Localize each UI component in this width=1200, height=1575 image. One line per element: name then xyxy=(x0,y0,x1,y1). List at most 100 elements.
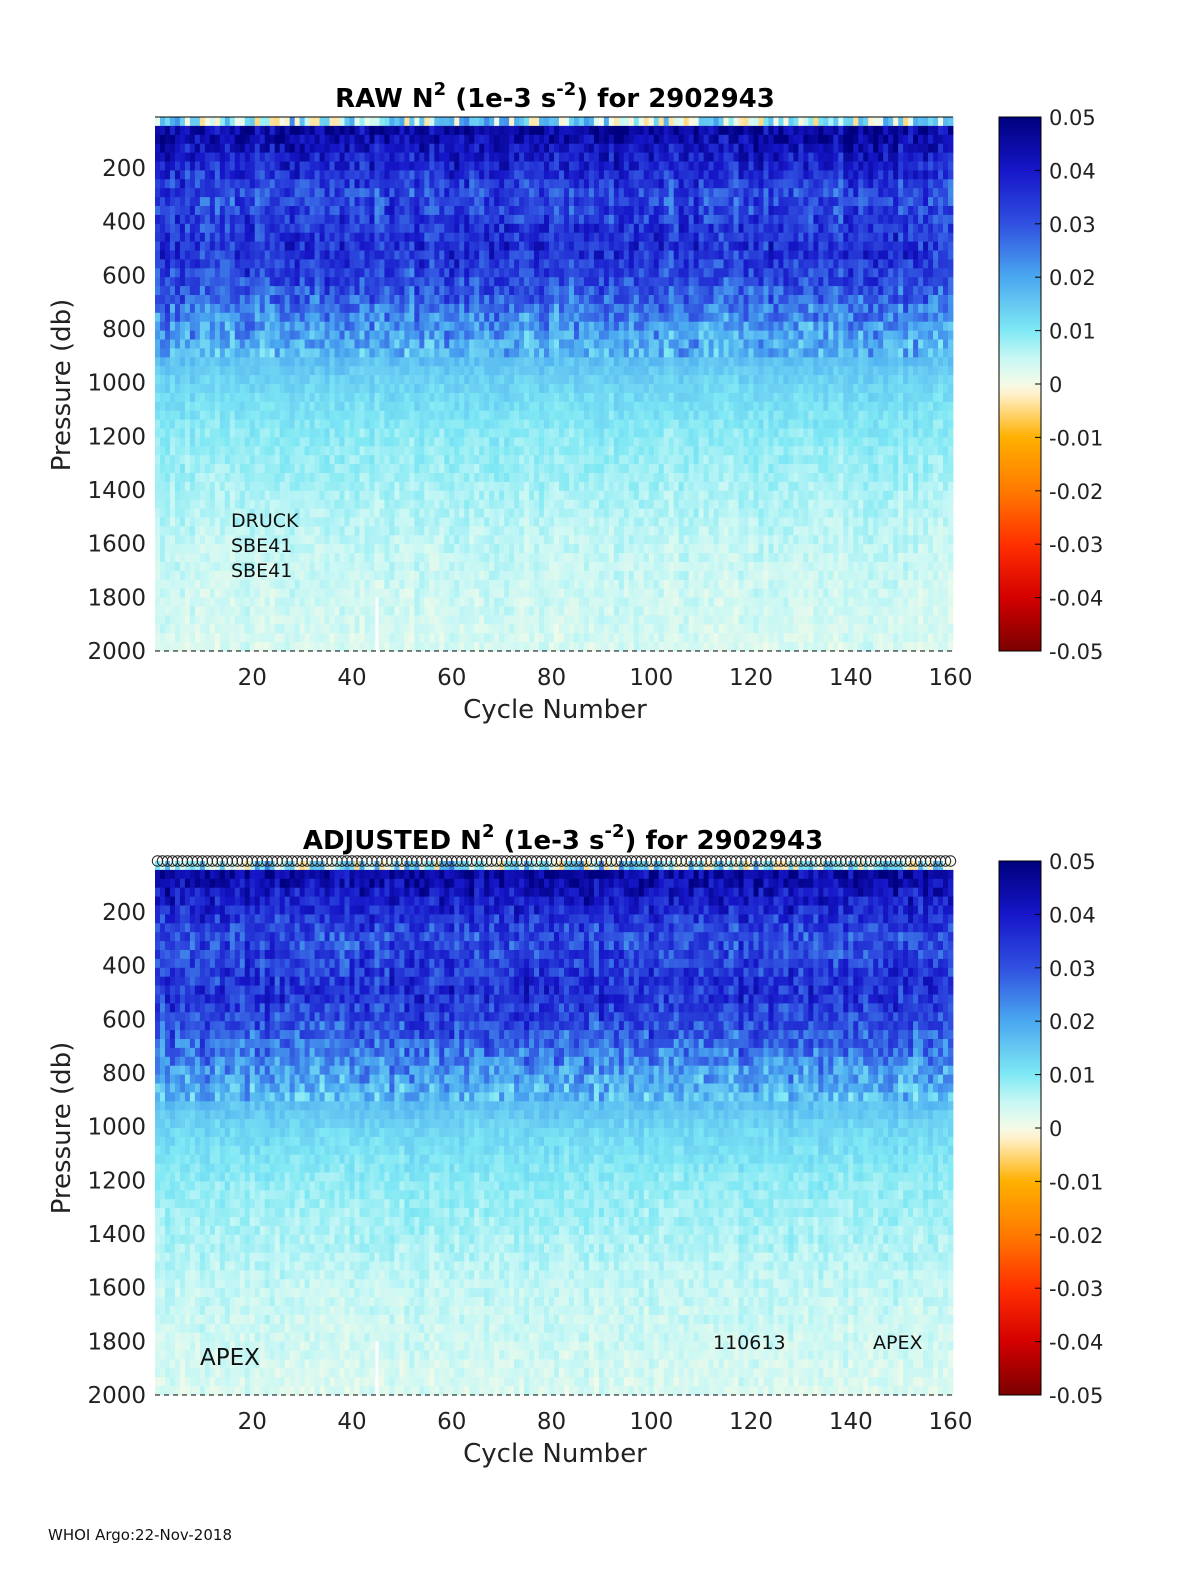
heatmap-cell xyxy=(524,517,530,527)
heatmap-cell xyxy=(319,259,325,269)
heatmap-cell xyxy=(239,357,246,367)
heatmap-cell xyxy=(494,597,500,607)
heatmap-cell xyxy=(344,392,350,403)
heatmap-cell xyxy=(155,544,161,554)
heatmap-cell xyxy=(389,508,395,518)
heatmap-cell xyxy=(279,464,286,474)
heatmap-cell xyxy=(558,143,565,153)
heatmap-cell xyxy=(379,312,385,323)
heatmap-cell xyxy=(174,143,181,153)
heatmap-cell xyxy=(454,624,460,634)
heatmap-cell xyxy=(409,428,415,438)
heatmap-cell xyxy=(544,232,550,242)
heatmap-cell xyxy=(294,437,301,447)
heatmap-cell xyxy=(454,446,460,456)
heatmap-cell xyxy=(474,268,480,278)
heatmap-cell xyxy=(179,562,186,572)
heatmap-cell xyxy=(379,464,385,474)
heatmap-cell xyxy=(484,499,490,509)
heatmap-cell xyxy=(504,464,510,474)
heatmap-cell xyxy=(539,419,545,429)
heatmap-cell xyxy=(169,366,176,376)
heatmap-cell xyxy=(155,633,161,643)
heatmap-cell xyxy=(314,232,320,242)
heatmap-cell xyxy=(424,241,430,251)
heatmap-cell xyxy=(558,562,565,572)
heatmap-cell xyxy=(454,588,460,598)
heatmap-cell xyxy=(339,259,345,269)
heatmap-cell xyxy=(434,259,440,269)
heatmap-cell xyxy=(239,401,246,412)
heatmap-cell xyxy=(479,339,485,349)
heatmap-cell xyxy=(394,134,400,145)
heatmap-cell xyxy=(219,508,226,518)
heatmap-cell xyxy=(404,197,410,207)
heatmap-cell xyxy=(314,455,320,465)
heatmap-cell xyxy=(549,544,555,554)
heatmap-cell xyxy=(519,250,525,260)
heatmap-cell xyxy=(549,642,555,652)
heatmap-cell xyxy=(354,517,360,527)
heatmap-cell xyxy=(494,464,500,474)
heatmap-cell xyxy=(219,481,226,492)
heatmap-cell xyxy=(364,214,370,225)
heatmap-cell xyxy=(294,526,301,536)
heatmap-cell xyxy=(459,464,465,474)
heatmap-cell xyxy=(289,508,296,518)
heatmap-cell xyxy=(499,277,505,287)
heatmap-cell xyxy=(234,624,241,634)
heatmap-cell xyxy=(504,268,510,278)
heatmap-cell xyxy=(359,553,365,563)
heatmap-cell xyxy=(429,366,435,376)
heatmap-cell xyxy=(364,117,370,127)
heatmap-cell xyxy=(199,544,206,554)
heatmap-cell xyxy=(169,312,176,323)
heatmap-cell xyxy=(279,277,286,287)
heatmap-cell xyxy=(379,214,385,225)
heatmap-cell xyxy=(174,455,181,465)
heatmap-cell xyxy=(414,286,420,296)
heatmap-cell xyxy=(414,117,420,127)
heatmap-cell xyxy=(534,250,540,260)
heatmap-cell xyxy=(349,303,355,314)
heatmap-cell xyxy=(169,241,176,251)
heatmap-cell xyxy=(339,241,345,251)
heatmap-cell xyxy=(314,125,320,136)
heatmap-cell xyxy=(424,188,430,198)
heatmap-cell xyxy=(299,348,306,358)
heatmap-cell xyxy=(324,223,330,234)
heatmap-cell xyxy=(449,303,455,314)
heatmap-cell xyxy=(464,517,470,527)
heatmap-cell xyxy=(489,277,495,287)
heatmap-cell xyxy=(194,223,201,234)
heatmap-cell xyxy=(224,286,231,296)
heatmap-cell xyxy=(404,544,410,554)
heatmap-cell xyxy=(484,259,490,269)
heatmap-cell xyxy=(329,419,335,429)
heatmap-cell xyxy=(324,312,330,323)
heatmap-cell xyxy=(194,562,201,572)
heatmap-cell xyxy=(339,473,345,483)
heatmap-cell xyxy=(214,392,221,403)
heatmap-cell xyxy=(279,366,286,376)
heatmap-cell xyxy=(499,473,505,483)
heatmap-cell xyxy=(529,562,535,572)
heatmap-cell xyxy=(568,161,575,171)
heatmap-cell xyxy=(209,188,216,198)
heatmap-cell xyxy=(419,321,425,331)
heatmap-cell xyxy=(199,357,206,367)
heatmap-cell xyxy=(214,223,221,234)
heatmap-cell xyxy=(364,642,370,652)
heatmap-cell xyxy=(349,642,355,652)
heatmap-cell xyxy=(549,117,555,127)
heatmap-cell xyxy=(184,250,191,260)
heatmap-cell xyxy=(339,214,345,225)
heatmap-cell xyxy=(489,401,495,412)
heatmap-cell xyxy=(554,419,560,429)
heatmap-cell xyxy=(274,633,281,643)
heatmap-cell xyxy=(269,295,276,305)
heatmap-cell xyxy=(254,579,261,590)
heatmap-cell xyxy=(155,330,161,340)
heatmap-cell xyxy=(329,161,335,171)
heatmap-cell xyxy=(194,161,201,171)
